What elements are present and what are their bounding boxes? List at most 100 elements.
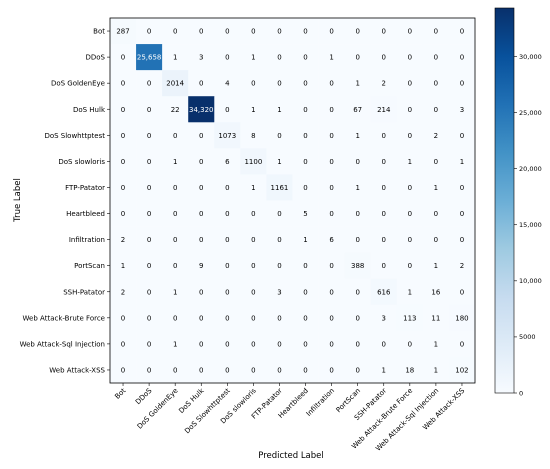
heatmap-cell <box>266 96 293 123</box>
cell-value: 0 <box>303 262 307 270</box>
cell-value: 1 <box>355 80 359 88</box>
cell-value: 0 <box>303 132 307 140</box>
cell-value: 0 <box>147 158 151 166</box>
heatmap-cell <box>344 44 372 71</box>
heatmap-cell <box>422 356 450 384</box>
cell-value: 0 <box>251 210 255 218</box>
cell-value: 0 <box>173 314 177 322</box>
cell-value: 0 <box>277 314 281 322</box>
cell-value: 0 <box>408 106 412 114</box>
cell-value: 0 <box>434 54 438 62</box>
cell-value: 0 <box>329 158 333 166</box>
cell-value: 102 <box>455 366 468 374</box>
colorbar-tick-label: 30,000 <box>519 53 542 61</box>
heatmap-cell <box>266 148 293 175</box>
heatmap-cell <box>266 304 293 332</box>
cell-value: 0 <box>460 54 464 62</box>
heatmap-cell <box>292 18 319 45</box>
heatmap-cell <box>318 278 345 306</box>
heatmap-cell <box>110 70 137 97</box>
heatmap-cell <box>396 148 424 175</box>
heatmap-cell <box>422 304 450 332</box>
cell-value: 0 <box>173 262 177 270</box>
cell-value: 1 <box>355 184 359 192</box>
cell-value: 0 <box>303 54 307 62</box>
heatmap-cell <box>240 174 267 201</box>
cell-value: 0 <box>121 158 125 166</box>
y-tick-label: DoS GoldenEye <box>51 80 105 88</box>
cell-value: 18 <box>405 366 414 374</box>
heatmap-cell <box>110 200 137 227</box>
cell-value: 0 <box>382 184 386 192</box>
heatmap-cell <box>136 356 163 384</box>
heatmap-cell <box>162 18 189 45</box>
heatmap-cell <box>292 200 319 227</box>
cell-value: 0 <box>251 236 255 244</box>
heatmap-cell <box>448 18 476 45</box>
cell-value: 1 <box>408 158 412 166</box>
heatmap-cell <box>162 70 189 97</box>
cell-value: 0 <box>329 314 333 322</box>
cell-value: 0 <box>303 314 307 322</box>
cell-value: 2 <box>460 262 464 270</box>
heatmap-cell <box>266 278 293 306</box>
cell-value: 0 <box>434 106 438 114</box>
heatmap-cell <box>162 122 189 149</box>
cell-value: 0 <box>251 262 255 270</box>
heatmap-cell <box>370 200 398 227</box>
cell-value: 1 <box>434 262 438 270</box>
heatmap-cell <box>318 18 345 45</box>
cell-value: 0 <box>460 28 464 36</box>
cell-value: 0 <box>408 132 412 140</box>
cell-value: 0 <box>408 262 412 270</box>
heatmap-cell <box>344 304 372 332</box>
cell-value: 0 <box>303 80 307 88</box>
cell-value: 0 <box>199 80 203 88</box>
heatmap-cell <box>162 200 189 227</box>
heatmap-cell <box>136 200 163 227</box>
cell-value: 0 <box>329 210 333 218</box>
heatmap-cell <box>214 252 241 280</box>
colorbar-tick-label: 0 <box>519 389 523 397</box>
cell-value: 0 <box>303 28 307 36</box>
cell-value: 0 <box>382 28 386 36</box>
cell-value: 0 <box>408 236 412 244</box>
heatmap-cell <box>266 18 293 45</box>
heatmap-cell <box>292 122 319 149</box>
cell-value: 388 <box>351 262 364 270</box>
cell-value: 0 <box>147 106 151 114</box>
heatmap-cell <box>448 304 476 332</box>
colorbar-gradient <box>494 7 515 394</box>
heatmap-cell <box>344 122 372 149</box>
heatmap-cell <box>448 96 476 123</box>
y-tick-label: Bot <box>93 28 105 36</box>
cell-value: 0 <box>382 236 386 244</box>
cell-value: 0 <box>199 184 203 192</box>
cell-value: 0 <box>199 288 203 296</box>
heatmap-cell <box>344 252 372 280</box>
cell-value: 0 <box>382 158 386 166</box>
heatmap-cell <box>214 356 241 384</box>
y-tick-label: DDoS <box>85 54 105 62</box>
heatmap-cell <box>188 44 215 71</box>
heatmap-cell <box>240 278 267 306</box>
cell-value: 1 <box>329 54 333 62</box>
cell-value: 25,658 <box>137 54 162 62</box>
heatmap-cell <box>266 122 293 149</box>
heatmap-cell <box>240 330 267 358</box>
y-tick-label: FTP-Patator <box>65 184 105 192</box>
heatmap-cell <box>422 44 450 71</box>
heatmap-cell <box>214 122 241 149</box>
heatmap-cell <box>136 174 163 201</box>
cell-value: 0 <box>460 340 464 348</box>
cell-value: 0 <box>329 288 333 296</box>
heatmap-cell <box>396 70 424 97</box>
cell-value: 0 <box>225 184 229 192</box>
cell-value: 0 <box>329 80 333 88</box>
y-tick-label: Web Attack-Brute Force <box>23 314 105 322</box>
heatmap-cell <box>188 304 215 332</box>
cell-value: 0 <box>199 28 203 36</box>
heatmap-cell <box>136 304 163 332</box>
cell-value: 0 <box>408 28 412 36</box>
